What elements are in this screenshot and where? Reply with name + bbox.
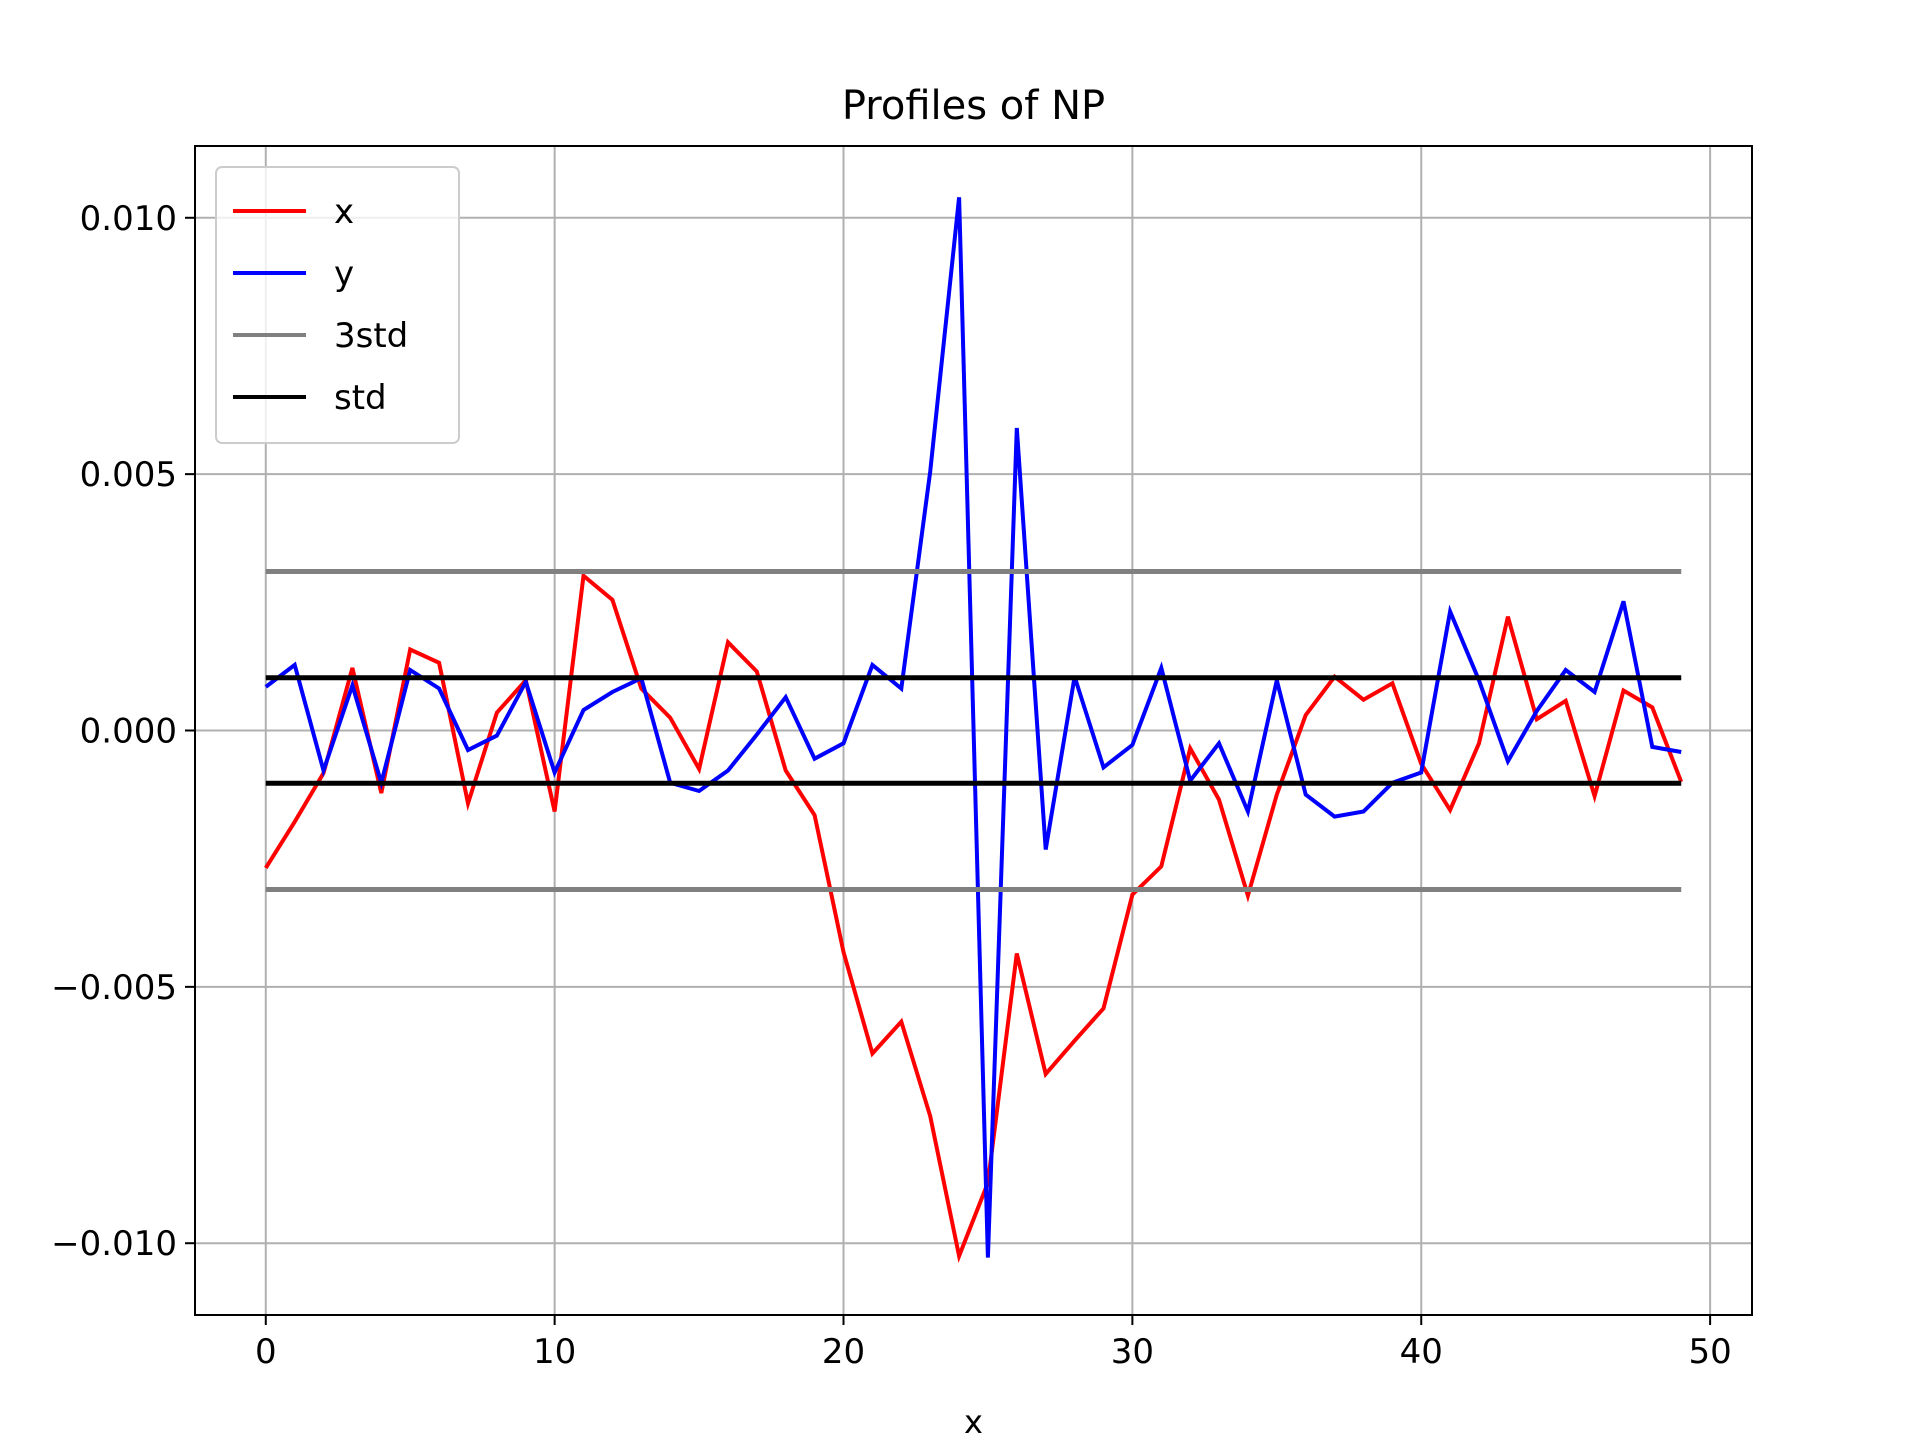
x-tick-label: 0 bbox=[255, 1332, 277, 1372]
legend-label: y bbox=[334, 254, 354, 294]
x-tick-label: 50 bbox=[1688, 1332, 1731, 1372]
x-tick-label: 40 bbox=[1400, 1332, 1443, 1372]
legend: xy 3std std bbox=[215, 166, 460, 444]
y-tick-label: 0.005 bbox=[80, 455, 177, 495]
legend-label: std bbox=[334, 378, 387, 418]
legend-label: 3std bbox=[334, 316, 408, 356]
x-tick-label: 10 bbox=[533, 1332, 576, 1372]
axis-ticks: 0 10 20 30 40 50 −0.010 −0.005 0.000 0.005 0.010 bbox=[51, 199, 1732, 1372]
chart-title: Profiles of NP bbox=[842, 83, 1105, 129]
x-tick-label: 30 bbox=[1111, 1332, 1154, 1372]
legend-box bbox=[215, 166, 460, 444]
y-tick-label: −0.005 bbox=[51, 968, 177, 1008]
x-axis-label: x bbox=[964, 1403, 983, 1440]
x-tick-label: 20 bbox=[822, 1332, 865, 1372]
series-lines bbox=[264, 197, 1684, 1263]
y-tick-label: −0.010 bbox=[51, 1224, 177, 1264]
legend-label: x bbox=[334, 192, 354, 232]
y-tick-label: 0.010 bbox=[80, 199, 177, 239]
series-y-line bbox=[264, 197, 1682, 1258]
y-tick-label: 0.000 bbox=[80, 712, 177, 752]
series-x-line bbox=[264, 571, 1684, 1263]
